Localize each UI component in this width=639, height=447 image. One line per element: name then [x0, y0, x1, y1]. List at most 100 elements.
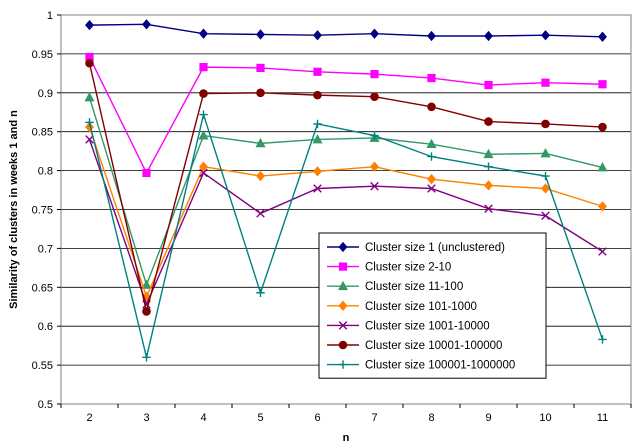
data-point — [484, 204, 493, 214]
data-point — [313, 119, 322, 129]
series-3 — [84, 92, 608, 289]
data-point — [199, 28, 208, 39]
data-point — [598, 122, 607, 132]
data-point — [199, 161, 208, 172]
legend-marker — [338, 262, 348, 271]
data-point — [370, 131, 379, 140]
series-line — [89, 23, 603, 38]
data-point — [84, 92, 95, 102]
data-point — [484, 180, 493, 191]
data-point — [370, 161, 379, 172]
legend-marker — [338, 300, 348, 311]
series-7 — [85, 110, 607, 362]
data-point — [540, 148, 551, 158]
x-tick-label: 7 — [371, 412, 377, 424]
data-point — [598, 335, 607, 344]
data-point — [313, 90, 322, 100]
data-point — [427, 152, 436, 161]
y-tick-label: 1 — [47, 10, 53, 22]
data-point — [484, 162, 493, 171]
legend: Cluster size 1 (unclustered) Cluster size… — [318, 232, 547, 379]
data-point — [427, 102, 436, 112]
x-tick-label: 11 — [597, 412, 608, 424]
legend-item: Cluster size 11-100 — [327, 280, 463, 293]
data-point — [427, 173, 436, 185]
series-line — [88, 97, 603, 288]
data-point — [483, 148, 494, 159]
data-point — [312, 134, 323, 144]
legend-marker — [337, 280, 349, 291]
data-point — [484, 30, 493, 42]
series-6 — [85, 58, 607, 316]
data-point — [141, 279, 152, 289]
x-tick-label: 5 — [257, 412, 263, 424]
data-point — [256, 170, 265, 182]
data-point — [370, 28, 379, 39]
data-point — [541, 171, 550, 181]
data-point — [199, 89, 208, 98]
y-tick-label: 0.5 — [38, 399, 53, 411]
data-point — [255, 137, 266, 148]
data-point — [541, 119, 550, 129]
data-point — [541, 183, 550, 194]
data-point — [427, 184, 436, 193]
legend-marker — [338, 360, 348, 369]
legend-label: Cluster size 1 (unclustered) — [365, 242, 505, 254]
series-2 — [85, 52, 607, 178]
x-tick-label: 6 — [314, 412, 320, 424]
data-point — [313, 30, 322, 41]
data-point — [541, 30, 550, 41]
gridlines — [61, 53, 631, 366]
data-point — [85, 121, 94, 133]
data-point — [142, 19, 151, 30]
data-point — [598, 201, 607, 212]
series-line — [88, 126, 603, 299]
legend-label: Cluster size 2-10 — [365, 262, 451, 274]
data-point — [313, 184, 322, 193]
data-point — [142, 168, 151, 178]
series-line — [88, 63, 603, 312]
data-point — [598, 247, 607, 256]
data-point — [484, 117, 493, 126]
data-point — [199, 110, 208, 119]
data-point — [597, 162, 608, 172]
x-tick-label: 4 — [200, 412, 206, 424]
data-point — [256, 209, 265, 218]
data-point — [541, 211, 550, 221]
data-point — [370, 92, 379, 101]
y-axis-title: Similarity of clusters in weeks 1 and n — [8, 110, 20, 309]
legend-item: Cluster size 1 (unclustered) — [327, 241, 505, 254]
data-point — [598, 31, 607, 42]
legend-item: Cluster size 10001-100000 — [327, 340, 502, 352]
y-axis-ticks: 0.5 0.55 0.6 0.65 0.7 0.75 0.8 0.85 0.9 0.95 1 — [32, 10, 61, 411]
data-point — [256, 88, 265, 98]
data-point — [199, 168, 208, 178]
series-layer — [84, 19, 608, 362]
data-point — [541, 78, 550, 87]
y-tick-label: 0.6 — [38, 321, 53, 333]
y-tick-label: 0.75 — [32, 205, 53, 217]
data-point — [370, 181, 379, 191]
x-tick-label: 9 — [485, 412, 491, 424]
y-tick-label: 0.7 — [38, 243, 53, 255]
y-tick-label: 0.8 — [38, 166, 53, 178]
data-point — [142, 307, 151, 316]
data-point — [85, 58, 94, 68]
data-point — [370, 70, 379, 79]
x-tick-label: 8 — [428, 412, 434, 424]
legend-label: Cluster size 10001-100000 — [365, 340, 502, 352]
legend-marker — [338, 241, 348, 253]
data-point — [313, 67, 322, 76]
legend-item: Cluster size 1001-10000 — [327, 320, 490, 332]
data-point — [427, 30, 436, 42]
data-point — [313, 166, 322, 177]
legend-marker — [338, 321, 348, 330]
data-point — [256, 288, 265, 297]
data-point — [598, 80, 607, 89]
data-point — [256, 63, 265, 73]
data-point — [142, 353, 151, 362]
series-line — [88, 56, 603, 175]
data-point — [85, 118, 94, 127]
x-tick-label: 2 — [86, 412, 92, 424]
